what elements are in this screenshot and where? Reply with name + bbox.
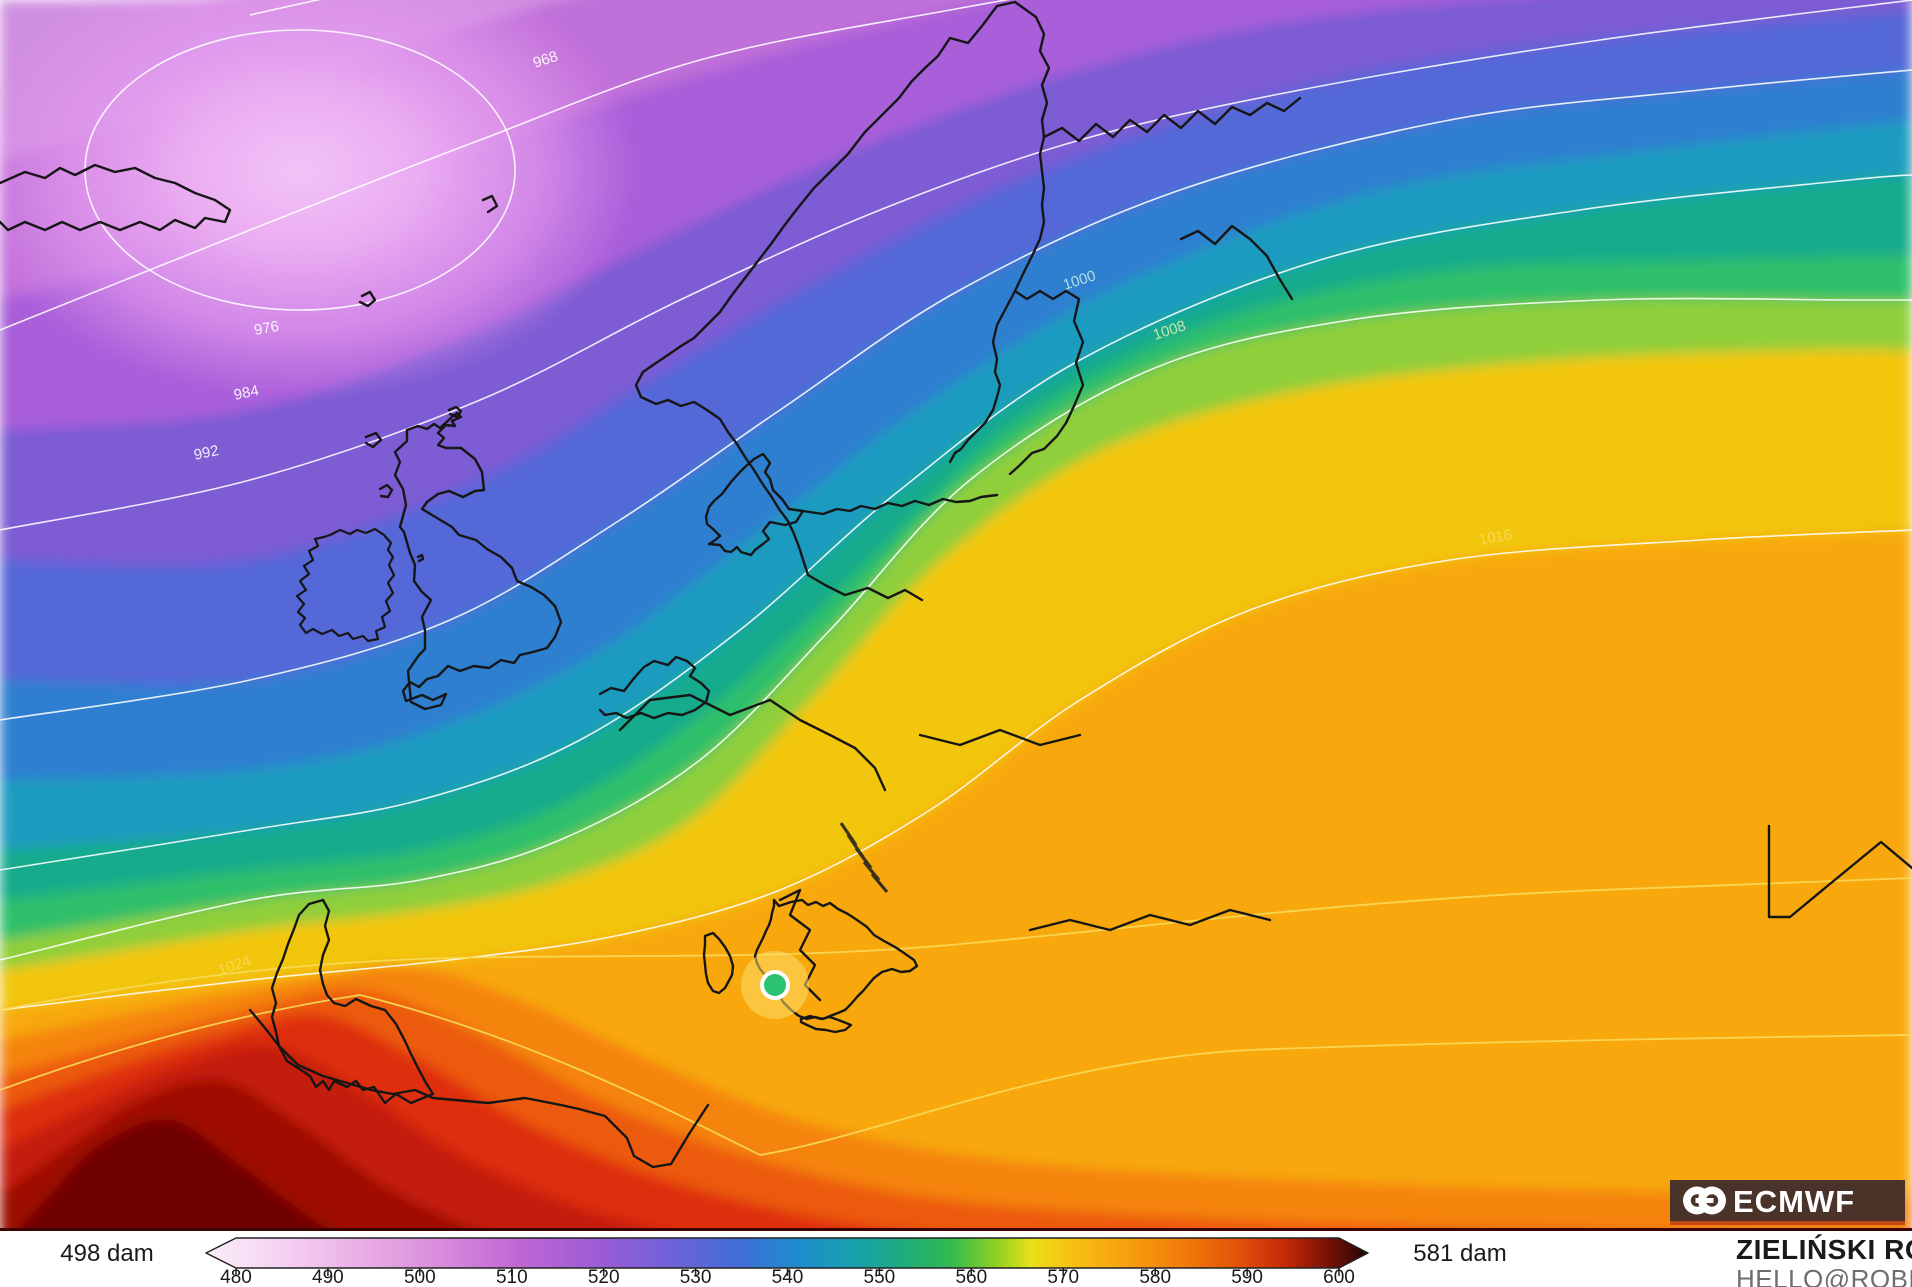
- svg-text:490: 490: [312, 1267, 344, 1287]
- svg-text:480: 480: [220, 1267, 252, 1287]
- svg-text:590: 590: [1231, 1267, 1263, 1287]
- svg-text:560: 560: [955, 1267, 987, 1287]
- svg-text:540: 540: [772, 1267, 804, 1287]
- svg-text:498 dam: 498 dam: [60, 1240, 153, 1267]
- svg-text:581 dam: 581 dam: [1413, 1240, 1506, 1267]
- svg-text:580: 580: [1139, 1267, 1171, 1287]
- svg-text:530: 530: [680, 1267, 712, 1287]
- svg-text:520: 520: [588, 1267, 620, 1287]
- svg-text:500: 500: [404, 1267, 436, 1287]
- svg-text:510: 510: [496, 1267, 528, 1287]
- svg-text:550: 550: [864, 1267, 896, 1287]
- svg-text:ECMWF: ECMWF: [1733, 1184, 1855, 1219]
- svg-text:570: 570: [1047, 1267, 1079, 1287]
- svg-text:600: 600: [1323, 1267, 1355, 1287]
